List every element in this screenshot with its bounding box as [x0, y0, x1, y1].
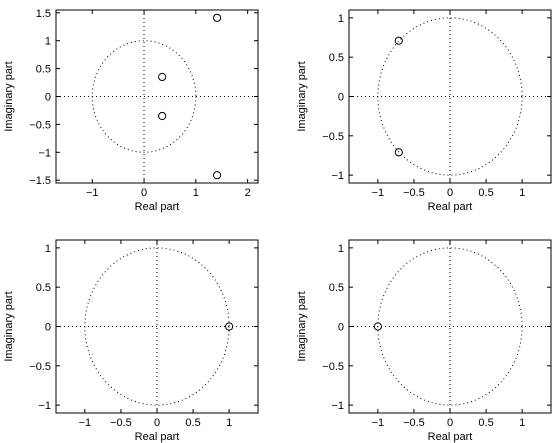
zero-marker [212, 171, 222, 180]
y-tick-label: −0.5 [322, 131, 344, 143]
x-tick-label: 0.5 [478, 417, 493, 429]
zero-marker [158, 111, 167, 121]
subplot-3: −1 −0.5 0 0.5 1 −1 −0.5 0 0.5 1 Real part Imaginary… [3, 239, 259, 443]
x-tick-label: 0 [447, 187, 453, 199]
x-axis-label: Real part [135, 431, 180, 443]
zero-marker [225, 322, 234, 331]
x-tick-label: 0.5 [185, 417, 200, 429]
y-tick-label: 0 [338, 322, 344, 334]
zero-marker [158, 72, 167, 82]
y-axis-label: Imaginary part [3, 61, 15, 131]
subplot-4: −1 −0.5 0 0.5 1 −1 −0.5 0 0.5 1 Real part Imaginary… [296, 239, 552, 443]
x-tick-label: −1 [86, 187, 99, 199]
x-tick-label: 1 [193, 187, 199, 199]
y-tick-label: 0.5 [36, 64, 51, 76]
y-tick-label: 0 [45, 92, 51, 104]
subplot-1: −1 0 1 2 −1.5 −1 −0.5 0 0.5 1 1.5 Real part Imaginar… [3, 8, 259, 213]
y-tick-label: 0 [45, 322, 51, 334]
y-tick-label: −0.5 [29, 361, 51, 373]
y-tick-label: 0 [338, 92, 344, 104]
zero-marker [373, 322, 382, 331]
x-tick-label: 1 [226, 417, 232, 429]
y-axis-label: Imaginary part [3, 291, 15, 361]
y-tick-label: −1 [38, 400, 51, 412]
y-tick-label: 1 [338, 13, 344, 25]
x-tick-label: 0.5 [478, 187, 493, 199]
y-tick-label: −1 [38, 147, 51, 159]
y-tick-label: 1 [45, 243, 51, 255]
x-tick-label: −1 [372, 417, 385, 429]
x-tick-label: −1 [79, 417, 92, 429]
y-tick-label: −0.5 [322, 361, 344, 373]
x-axis-label: Real part [428, 201, 473, 213]
y-tick-label: 0.5 [329, 282, 344, 294]
x-tick-label: 1 [519, 417, 525, 429]
y-tick-label: 1.5 [36, 8, 51, 20]
y-tick-label: −0.5 [29, 119, 51, 131]
zero-marker [212, 13, 222, 22]
x-tick-label: −1 [372, 187, 385, 199]
x-tick-label: −0.5 [403, 187, 425, 199]
x-tick-label: 2 [245, 187, 251, 199]
y-axis-label: Imaginary part [296, 61, 308, 131]
x-tick-label: 0 [154, 417, 160, 429]
zero-marker [394, 36, 403, 45]
x-tick-label: 1 [519, 187, 525, 199]
y-tick-label: −1 [331, 170, 344, 182]
x-tick-label: −0.5 [110, 417, 132, 429]
zero-marker [394, 148, 403, 157]
y-tick-label: 1 [338, 243, 344, 255]
subplot-2: −1 −0.5 0 0.5 1 −1 −0.5 0 0.5 1 Real part Imaginary… [296, 9, 552, 213]
x-axis-label: Real part [428, 431, 473, 443]
y-tick-label: −1.5 [29, 175, 51, 187]
x-axis-label: Real part [135, 201, 180, 213]
y-tick-label: 1 [45, 36, 51, 48]
x-tick-label: 0 [447, 417, 453, 429]
y-axis-label: Imaginary part [296, 291, 308, 361]
y-tick-label: 0.5 [329, 52, 344, 64]
y-tick-label: 0.5 [36, 282, 51, 294]
x-tick-label: 0 [141, 187, 147, 199]
y-tick-label: −1 [331, 400, 344, 412]
x-tick-label: −0.5 [403, 417, 425, 429]
